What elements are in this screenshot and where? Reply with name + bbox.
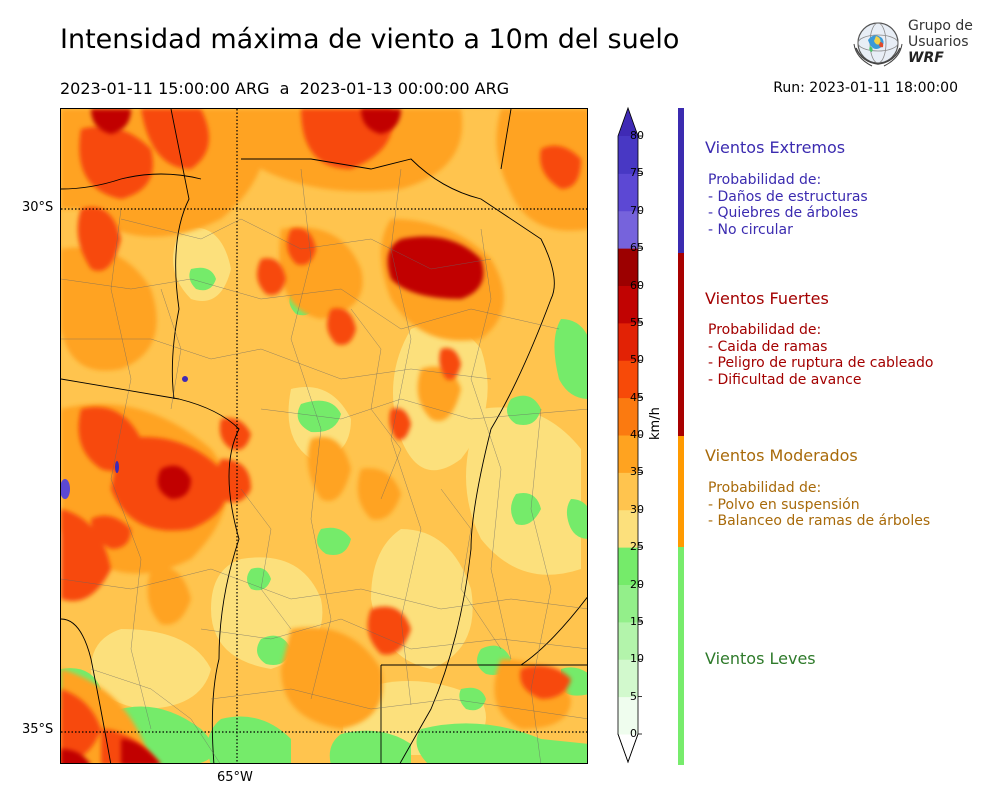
- legend-bar-moderate: [678, 436, 684, 547]
- colorbar-segment: [618, 210, 638, 249]
- colorbar-tick-label: 75: [630, 166, 644, 180]
- category-title-moderate: Vientos Moderados: [705, 446, 858, 465]
- colorbar-segment: [618, 509, 638, 548]
- wind-extreme-areas: [61, 376, 188, 499]
- colorbar-segment: [618, 285, 638, 324]
- colorbar-segment: [618, 248, 638, 286]
- colorbar-tick-label: 50: [630, 353, 644, 367]
- desc-line: Probabilidad de:: [708, 172, 822, 188]
- colorbar-extension-high: [618, 108, 638, 136]
- globe-icon: [853, 22, 903, 67]
- category-desc-moderate: Probabilidad de: - Polvo en suspensión -…: [708, 480, 930, 530]
- colorbar-tick-label: 60: [630, 278, 644, 292]
- colorbar-tick-label: 10: [630, 652, 644, 666]
- colorbar-segment: [618, 397, 638, 436]
- category-desc-strong: Probabilidad de: - Caida de ramas - Peli…: [708, 322, 933, 388]
- colorbar-tick-label: 55: [630, 315, 644, 329]
- desc-line: Probabilidad de:: [708, 480, 822, 496]
- desc-line: - Quiebres de árboles: [708, 205, 859, 221]
- category-title-strong: Vientos Fuertes: [705, 289, 829, 308]
- colorbar-tick-label: 15: [630, 614, 644, 628]
- colorbar-segment: [618, 360, 638, 399]
- lat-label-30s: 30°S: [22, 200, 54, 215]
- colorbar-tick-label: 30: [630, 502, 644, 516]
- logo-line-2: Usuarios: [908, 34, 969, 50]
- desc-line: - Caida de ramas: [708, 338, 828, 355]
- lon-label-65w: 65°W: [217, 770, 253, 785]
- wind-field-svg: [61, 109, 587, 763]
- colorbar-tick-label: 20: [630, 577, 644, 591]
- colorbar-segment: [618, 547, 638, 585]
- chart-title: Intensidad máxima de viento a 10m del su…: [60, 24, 680, 55]
- colorbar-segment: [618, 173, 638, 212]
- forecast-period: 2023-01-11 15:00:00 ARG a 2023-01-13 00:…: [60, 79, 510, 98]
- desc-line: - Daños de estructuras: [708, 188, 868, 205]
- colorbar-unit: km/h: [648, 407, 663, 440]
- legend-bar-strong: [678, 253, 684, 436]
- colorbar-segment: [618, 322, 638, 361]
- category-title-light: Vientos Leves: [705, 649, 816, 668]
- desc-line: - Dificultad de avance: [708, 371, 862, 388]
- colorbar: [617, 106, 642, 764]
- colorbar-segment: [618, 621, 638, 660]
- colorbar-tick-label: 25: [630, 540, 644, 554]
- colorbar-segment: [618, 696, 638, 735]
- colorbar-segment: [618, 472, 638, 511]
- colorbar-tick-label: 45: [630, 390, 644, 404]
- category-title-extreme: Vientos Extremos: [705, 138, 846, 157]
- desc-line: Probabilidad de:: [708, 322, 822, 338]
- legend-bar-extreme: [678, 108, 684, 253]
- desc-line: - No circular: [708, 221, 793, 238]
- wind-55-65-areas: [61, 109, 484, 763]
- graticule: [61, 109, 587, 763]
- colorbar-tick-label: 5: [630, 689, 637, 703]
- wind-map: [60, 108, 588, 764]
- boundaries: [61, 109, 587, 763]
- lat-label-35s: 35°S: [22, 722, 54, 737]
- colorbar-tick-label: 40: [630, 428, 644, 441]
- desc-line: - Peligro de ruptura de cableado: [708, 355, 934, 371]
- colorbar-segment: [618, 136, 638, 174]
- desc-line: - Balanceo de ramas de árboles: [708, 513, 931, 529]
- colorbar-segment: [618, 435, 638, 473]
- colorbar-tick-label: 70: [630, 203, 644, 217]
- colorbar-segments: [617, 106, 642, 764]
- colorbar-segment: [618, 659, 638, 698]
- category-desc-extreme: Probabilidad de: - Daños de estructuras …: [708, 172, 868, 238]
- wind-40-45-areas: [61, 109, 587, 763]
- legend-bar-light: [678, 547, 684, 765]
- colorbar-tick-label: 80: [630, 129, 644, 142]
- colorbar-tick-label: 65: [630, 241, 644, 255]
- colorbar-segment: [618, 584, 638, 623]
- colorbar-tick-label: 35: [630, 465, 644, 479]
- grupo-usuarios-wrf-logo: Grupo de Usuarios WRF: [850, 18, 980, 72]
- logo-line-1: Grupo de: [908, 18, 973, 34]
- logo-line-3: WRF: [908, 50, 944, 66]
- desc-line: - Polvo en suspensión: [708, 496, 860, 513]
- sub-boundaries: [61, 168, 587, 763]
- colorbar-tick-label: 0: [630, 727, 637, 740]
- run-time: Run: 2023-01-11 18:00:00: [773, 80, 958, 96]
